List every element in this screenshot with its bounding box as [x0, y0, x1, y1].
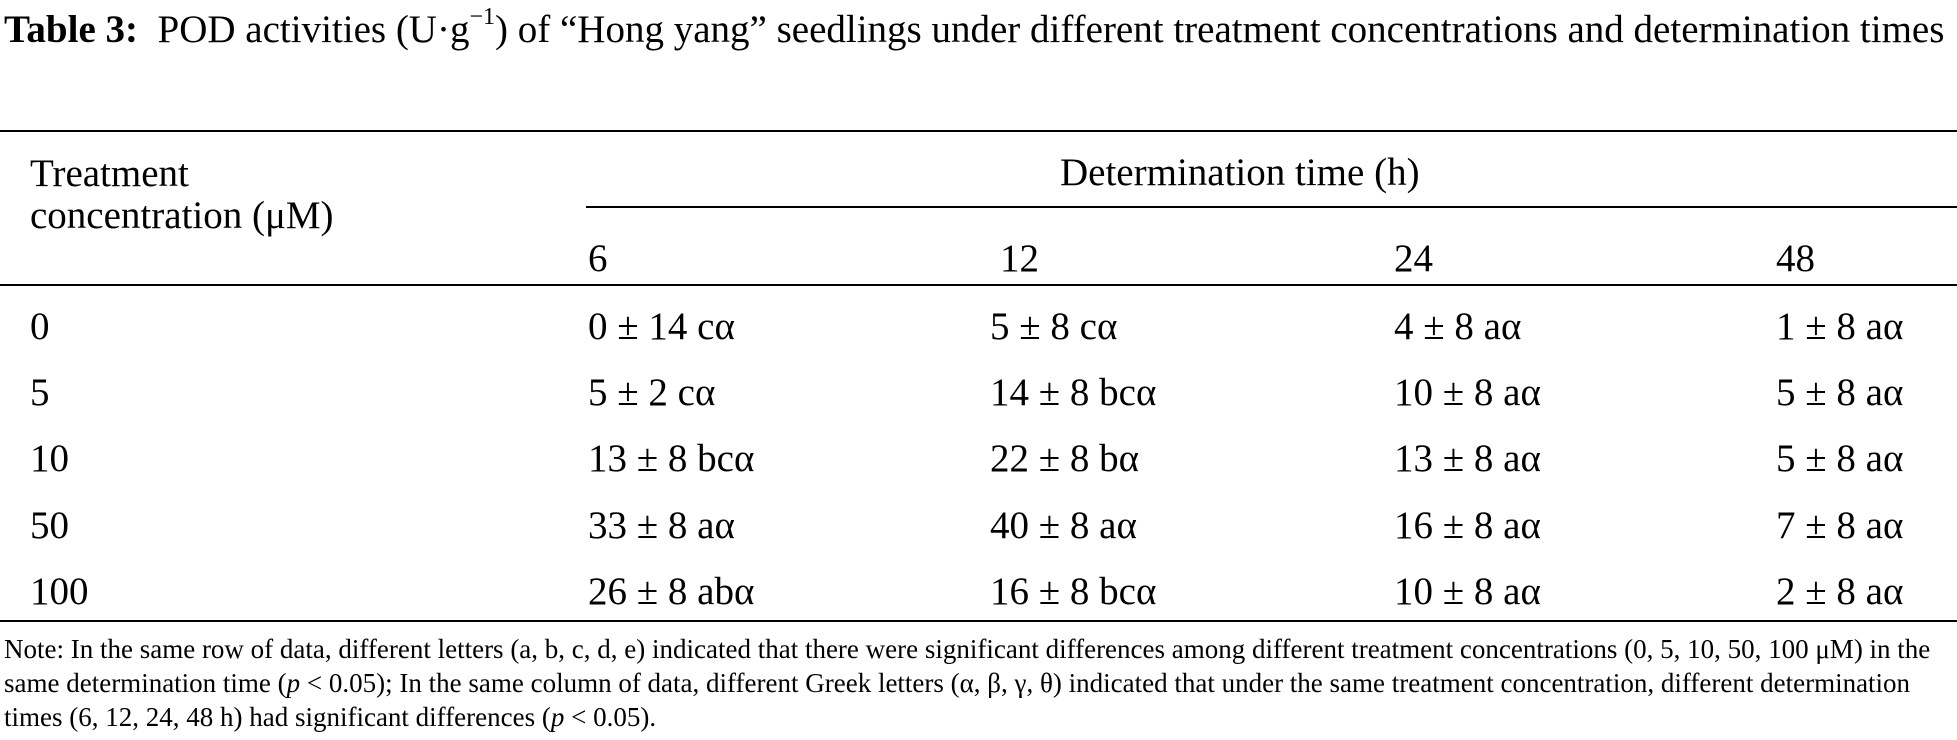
row-concentration: 0	[30, 305, 50, 348]
note-text-part1: Note: In the same row of data, different…	[4, 634, 1931, 698]
table-cell: 5 ± 8 aα	[1776, 371, 1904, 414]
table-cell: 7 ± 8 aα	[1776, 504, 1904, 547]
column-header-24: 24	[1394, 237, 1433, 280]
note-text-part2: < 0.05); In the same column of data, dif…	[4, 668, 1911, 732]
column-header-6: 6	[588, 237, 608, 280]
caption-text-after-unit: ) of “Hong yang” seedlings under differe…	[495, 8, 1945, 51]
table-cell: 14 ± 8 bcα	[990, 371, 1157, 414]
table-cell: 1 ± 8 aα	[1776, 305, 1904, 348]
table-cell: 40 ± 8 aα	[990, 504, 1137, 547]
spanner-rule	[586, 206, 1957, 208]
stub-header-line1: Treatment	[30, 152, 189, 195]
table-cell: 22 ± 8 bα	[990, 437, 1140, 480]
table-cell: 33 ± 8 aα	[588, 504, 735, 547]
table-cell: 2 ± 8 aα	[1776, 570, 1904, 613]
table-top-rule	[0, 130, 1957, 132]
table-label: Table 3:	[4, 8, 139, 51]
table-caption: Table 3: POD activities (U·g−1) of “Hong…	[4, 2, 1954, 58]
stub-header: Treatment concentration (μM)	[30, 148, 334, 268]
table-cell: 10 ± 8 aα	[1394, 570, 1541, 613]
spanner-header: Determination time (h)	[1060, 151, 1420, 194]
stub-header-line2: concentration (μM)	[30, 194, 334, 237]
table-bottom-rule	[0, 620, 1957, 622]
table-cell: 10 ± 8 aα	[1394, 371, 1541, 414]
table-cell: 5 ± 8 cα	[990, 305, 1118, 348]
table-cell: 13 ± 8 aα	[1394, 437, 1541, 480]
table-cell: 0 ± 14 cα	[588, 305, 735, 348]
row-concentration: 50	[30, 504, 69, 547]
note-text-part3: < 0.05).	[564, 702, 657, 732]
column-header-12: 12	[1000, 237, 1039, 280]
table-note: Note: In the same row of data, different…	[4, 632, 1954, 734]
row-concentration: 100	[30, 570, 89, 613]
table-cell: 5 ± 8 aα	[1776, 437, 1904, 480]
table-cell: 26 ± 8 abα	[588, 570, 755, 613]
row-concentration: 10	[30, 437, 69, 480]
note-p-symbol: p	[286, 668, 301, 698]
table-cell: 13 ± 8 bcα	[588, 437, 755, 480]
table-cell: 4 ± 8 aα	[1394, 305, 1522, 348]
column-header-48: 48	[1776, 237, 1815, 280]
caption-text-before-unit: POD activities (U·g	[157, 8, 470, 51]
note-p-symbol: p	[550, 702, 565, 732]
table-cell: 16 ± 8 aα	[1394, 504, 1541, 547]
row-concentration: 5	[30, 371, 50, 414]
header-bottom-rule	[0, 284, 1957, 286]
table-cell: 16 ± 8 bcα	[990, 570, 1157, 613]
unit-superscript: −1	[469, 4, 496, 30]
table-cell: 5 ± 2 cα	[588, 371, 716, 414]
